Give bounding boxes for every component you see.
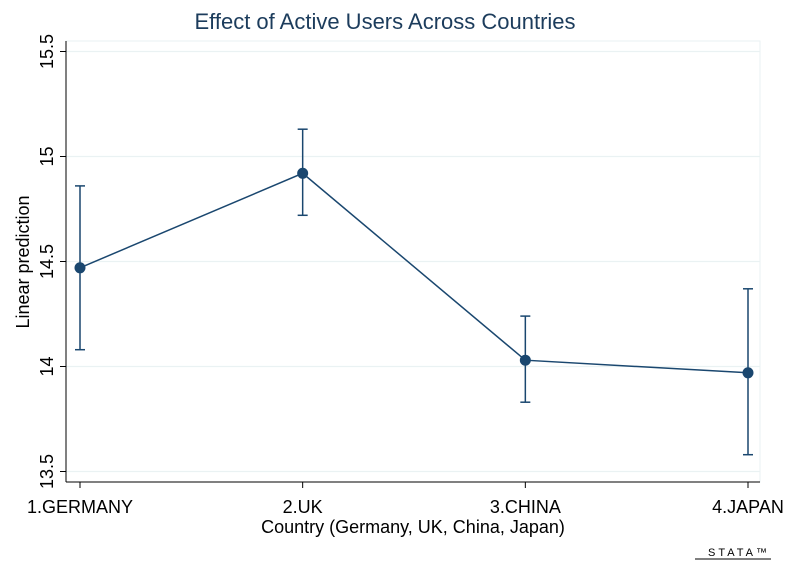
y-tick-label: 13.5	[37, 454, 57, 489]
x-tick-label: 1.GERMANY	[27, 497, 133, 517]
y-tick-label: 15.5	[37, 34, 57, 69]
x-tick-label: 2.UK	[283, 497, 323, 517]
data-point	[519, 354, 531, 366]
series-line	[79, 172, 749, 374]
chart-title: Effect of Active Users Across Countries	[194, 9, 575, 34]
x-axis-title: Country (Germany, UK, China, Japan)	[261, 517, 565, 537]
stata-logo: STATA™	[695, 547, 771, 560]
series	[74, 128, 754, 456]
y-tick-label: 15	[37, 146, 57, 166]
x-ticks: 1.GERMANY 2.UK 3.CHINA 4.JAPAN	[27, 482, 784, 517]
x-tick-label: 3.CHINA	[490, 497, 561, 517]
stata-logo-text: STATA™	[708, 547, 770, 559]
data-point	[297, 167, 309, 179]
x-tick-label: 4.JAPAN	[712, 497, 784, 517]
y-tick-label: 14.5	[37, 244, 57, 279]
y-ticks: 13.5 14 14.5 15 15.5	[37, 34, 66, 489]
data-point	[74, 262, 86, 274]
y-axis-title: Linear prediction	[13, 195, 33, 328]
y-tick-label: 14	[37, 356, 57, 376]
data-point	[742, 367, 754, 379]
